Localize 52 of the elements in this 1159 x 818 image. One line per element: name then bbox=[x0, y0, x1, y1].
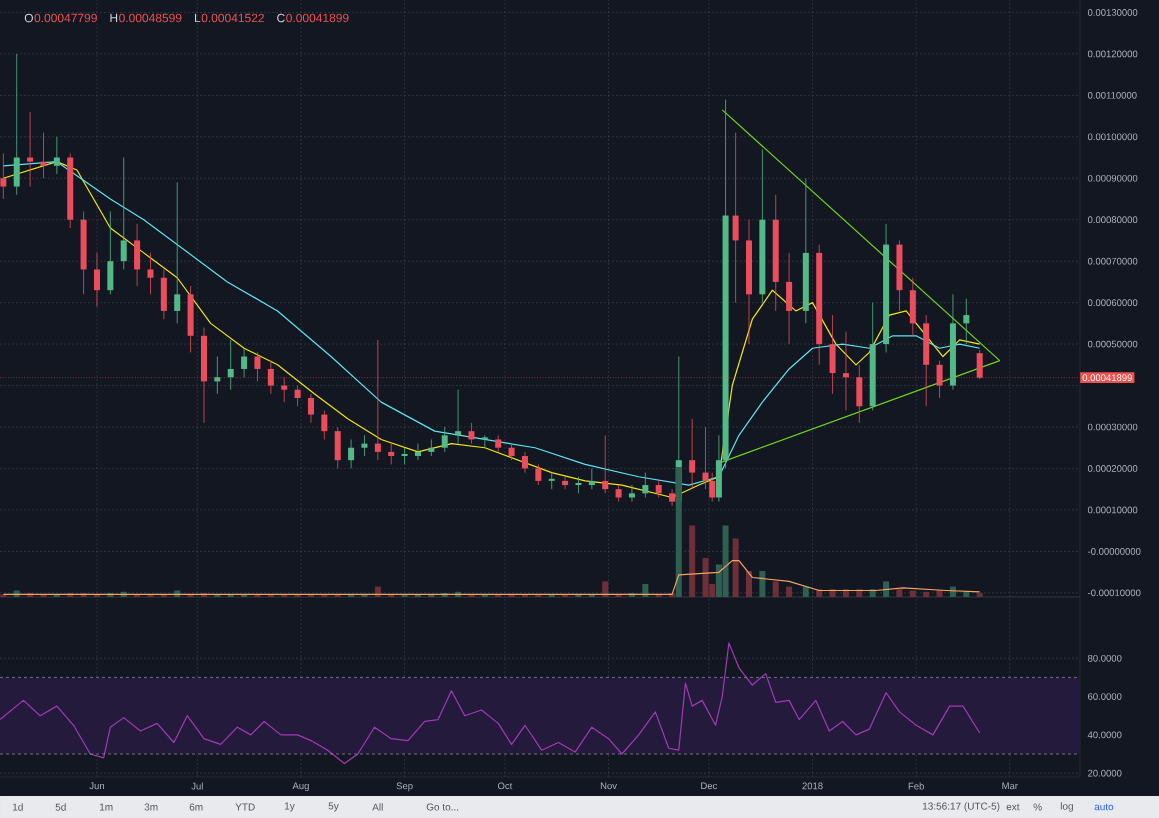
y-tick-label: 0.00080000 bbox=[1087, 216, 1138, 224]
y-tick-label: -0.00010000 bbox=[1087, 589, 1141, 597]
annotation: 0.00041899 bbox=[286, 13, 349, 23]
annotation: 0.00047799 bbox=[34, 13, 97, 23]
annotation: L bbox=[194, 13, 201, 23]
annotation: H bbox=[110, 13, 118, 23]
text: YTD bbox=[235, 803, 255, 811]
text: 1m bbox=[99, 803, 113, 811]
annotation: 0.00048599 bbox=[119, 13, 182, 23]
x-tick-label: Feb bbox=[908, 782, 924, 790]
text: 13:56:17 (UTC-5) bbox=[922, 802, 1000, 812]
annotation: O bbox=[24, 13, 33, 23]
y-tick-label: 0.00090000 bbox=[1087, 174, 1138, 182]
x-tick-label: Aug bbox=[292, 782, 309, 792]
x-tick-label: 2018 bbox=[802, 782, 823, 790]
text: 5d bbox=[55, 803, 66, 811]
text: ext bbox=[1006, 803, 1020, 811]
text: % bbox=[1033, 803, 1042, 811]
y-tick-label: 0.00100000 bbox=[1087, 133, 1138, 141]
text: 1d bbox=[12, 803, 23, 811]
x-tick-label: Jun bbox=[89, 782, 105, 790]
text: log bbox=[1060, 802, 1073, 812]
annotation: C bbox=[277, 13, 285, 23]
y-tick-label: 0.00110000 bbox=[1087, 91, 1137, 99]
annotation: 0.00041522 bbox=[201, 13, 264, 23]
y-tick-label: 0.00020000 bbox=[1087, 465, 1138, 472]
text: auto bbox=[1094, 803, 1114, 811]
y-tick-label: 0.00120000 bbox=[1087, 50, 1138, 58]
y-tick-label: 0.00010000 bbox=[1087, 506, 1138, 514]
x-tick-label: Sep bbox=[396, 782, 413, 792]
x-tick-label: Jul bbox=[191, 782, 203, 790]
y-tick-label: 0.00030000 bbox=[1087, 423, 1138, 431]
text: All bbox=[372, 803, 383, 811]
text: 3m bbox=[144, 803, 158, 811]
ref-line-label: 0.00041899 bbox=[1082, 374, 1132, 382]
x-tick-label: Nov bbox=[600, 782, 617, 790]
y-tick-label: 0.00050000 bbox=[1087, 340, 1138, 348]
y-tick-label: 20.0000 bbox=[1088, 769, 1122, 777]
text: 6m bbox=[189, 803, 203, 811]
x-tick-label: Dec bbox=[701, 782, 718, 790]
text: 1y bbox=[284, 802, 295, 812]
y-tick-label: 80.0000 bbox=[1087, 654, 1122, 662]
text: 5y bbox=[328, 802, 339, 812]
y-tick-label: -0.00000000 bbox=[1087, 548, 1141, 555]
y-tick-label: 0.00070000 bbox=[1087, 257, 1138, 265]
text: Go to... bbox=[426, 803, 459, 811]
y-tick-label: 0.00130000 bbox=[1087, 9, 1138, 16]
y-tick-label: 60.0000 bbox=[1088, 693, 1122, 700]
x-tick-label: Mar bbox=[1002, 782, 1018, 790]
y-tick-label: 0.00060000 bbox=[1087, 299, 1138, 306]
x-tick-label: Oct bbox=[497, 782, 513, 790]
y-tick-label: 40.0000 bbox=[1087, 731, 1122, 739]
